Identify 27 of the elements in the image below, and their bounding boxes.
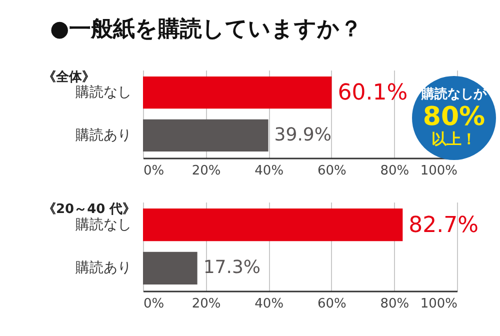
x-tick-label: 60% — [317, 296, 346, 312]
annotation: 80% — [422, 102, 486, 132]
annotation: 以上！ — [432, 130, 476, 148]
data-label: 82.7% — [408, 212, 479, 238]
x-tick-label: 80% — [380, 164, 410, 178]
chart-title: 《20～40 代》 — [43, 202, 136, 217]
data-label: 17.3% — [203, 257, 261, 278]
y-tick-label: 購読なし — [76, 216, 132, 233]
annotation: 購読なしが — [422, 87, 486, 103]
x-tick-label: 0% — [144, 164, 164, 178]
y-tick-label: 購読あり — [76, 260, 132, 276]
data-label: 39.9% — [274, 124, 332, 146]
x-tick-label: 100% — [420, 296, 458, 312]
y-tick-label: 購読なし — [76, 84, 132, 101]
x-tick-label: 40% — [254, 164, 284, 178]
x-tick-label: 100% — [420, 164, 458, 178]
chart-subtitle: 《全体》 — [43, 70, 95, 85]
speech-bubble: 購読なしが 80% 以上！ — [412, 76, 496, 160]
data-label: 60.1% — [338, 80, 408, 106]
x-tick-label: 0% — [144, 296, 164, 312]
x-tick-label: 80% — [380, 296, 410, 312]
y-tick-label: 購読あり — [76, 127, 132, 144]
x-tick-label: 20% — [192, 164, 221, 178]
x-tick-label: 40% — [254, 296, 284, 312]
x-tick-label: 20% — [192, 296, 221, 312]
x-tick-label: 60% — [317, 164, 346, 178]
chart-title: ●一般紙を購読していますか？ — [50, 16, 362, 44]
